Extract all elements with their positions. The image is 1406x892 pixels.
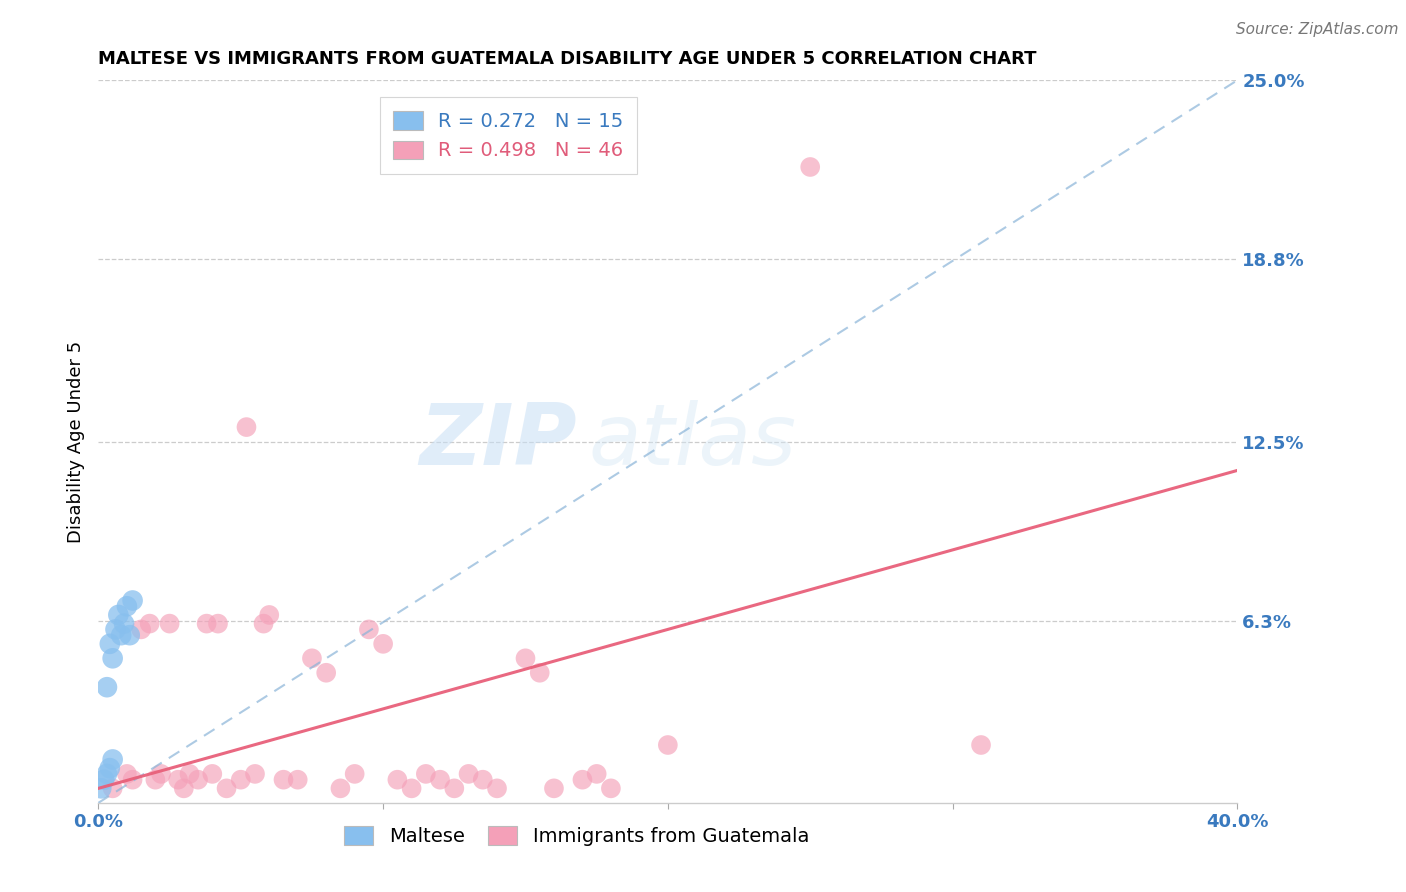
Point — [93, 772, 115, 787]
Point — [970, 738, 993, 752]
Point — [121, 593, 143, 607]
Point — [373, 637, 395, 651]
Point — [101, 651, 124, 665]
Point — [357, 623, 380, 637]
Point — [150, 767, 173, 781]
Point — [457, 767, 479, 781]
Text: atlas: atlas — [588, 400, 796, 483]
Point — [215, 781, 238, 796]
Point — [243, 767, 266, 781]
Point — [529, 665, 551, 680]
Point — [486, 781, 509, 796]
Point — [167, 772, 190, 787]
Point — [600, 781, 623, 796]
Point — [207, 616, 229, 631]
Point — [96, 767, 118, 781]
Point — [90, 781, 112, 796]
Point — [387, 772, 409, 787]
Point — [195, 616, 218, 631]
Point — [429, 772, 451, 787]
Point — [252, 616, 274, 631]
Point — [112, 616, 135, 631]
Point — [173, 781, 195, 796]
Point — [329, 781, 352, 796]
Point — [121, 772, 143, 787]
Point — [118, 628, 141, 642]
Point — [273, 772, 295, 787]
Point — [107, 607, 129, 622]
Point — [343, 767, 366, 781]
Point — [585, 767, 607, 781]
Y-axis label: Disability Age Under 5: Disability Age Under 5 — [66, 341, 84, 542]
Point — [138, 616, 160, 631]
Point — [101, 781, 124, 796]
Point — [159, 616, 181, 631]
Point — [187, 772, 209, 787]
Point — [98, 637, 121, 651]
Point — [471, 772, 494, 787]
Point — [415, 767, 437, 781]
Point — [104, 623, 127, 637]
Point — [145, 772, 167, 787]
Point — [229, 772, 252, 787]
Point — [443, 781, 465, 796]
Point — [115, 767, 138, 781]
Point — [179, 767, 201, 781]
Point — [657, 738, 679, 752]
Point — [287, 772, 309, 787]
Point — [110, 628, 132, 642]
Legend: Maltese, Immigrants from Guatemala: Maltese, Immigrants from Guatemala — [333, 814, 821, 858]
Text: ZIP: ZIP — [419, 400, 576, 483]
Point — [515, 651, 537, 665]
Point — [571, 772, 593, 787]
Text: Source: ZipAtlas.com: Source: ZipAtlas.com — [1236, 22, 1399, 37]
Point — [259, 607, 281, 622]
Point — [301, 651, 323, 665]
Point — [98, 761, 121, 775]
Point — [129, 623, 152, 637]
Text: MALTESE VS IMMIGRANTS FROM GUATEMALA DISABILITY AGE UNDER 5 CORRELATION CHART: MALTESE VS IMMIGRANTS FROM GUATEMALA DIS… — [98, 50, 1036, 68]
Point — [115, 599, 138, 614]
Point — [315, 665, 337, 680]
Point — [201, 767, 224, 781]
Point — [799, 160, 821, 174]
Point — [96, 680, 118, 694]
Point — [401, 781, 423, 796]
Point — [235, 420, 257, 434]
Point — [101, 752, 124, 766]
Point — [543, 781, 565, 796]
